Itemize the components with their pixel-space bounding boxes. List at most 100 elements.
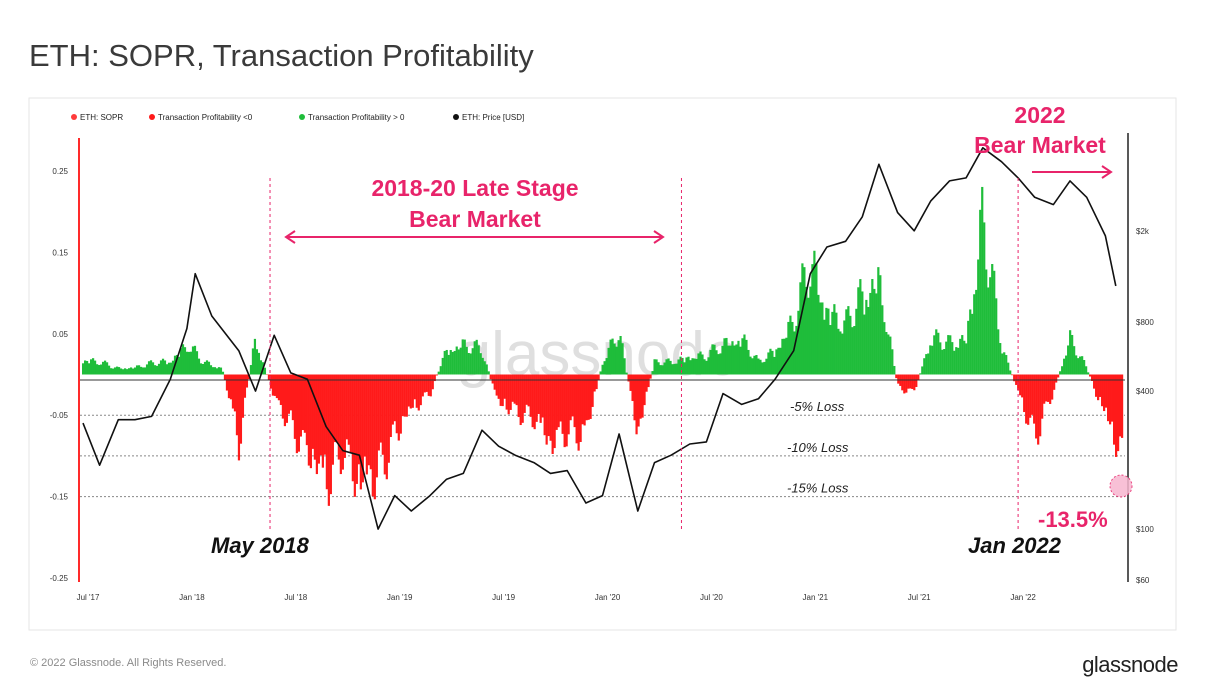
profitability-bar xyxy=(969,309,972,375)
profitability-bar xyxy=(251,348,255,375)
profitability-bar xyxy=(519,374,522,426)
profitability-bar xyxy=(585,374,588,421)
profitability-bar xyxy=(335,374,338,443)
profitability-bar xyxy=(485,364,488,375)
profitability-bar xyxy=(589,374,592,419)
profitability-bar xyxy=(1037,374,1040,445)
profitability-bar xyxy=(655,359,658,375)
profitability-bar xyxy=(369,374,372,470)
profitability-bar xyxy=(605,358,608,375)
profitability-bar xyxy=(1009,370,1012,375)
profitability-bar xyxy=(737,340,740,375)
profitability-bar xyxy=(197,358,201,375)
current-value-marker xyxy=(1109,474,1133,498)
profitability-bar xyxy=(331,374,334,465)
profitability-bar xyxy=(533,374,536,430)
profitability-bar xyxy=(1029,374,1032,418)
profitability-bar xyxy=(929,345,932,375)
profitability-bar xyxy=(291,374,294,421)
profitability-bar xyxy=(1039,374,1042,437)
profitability-bar xyxy=(545,374,548,445)
profitability-bar xyxy=(397,374,400,441)
profitability-bar xyxy=(749,356,752,375)
profitability-bar xyxy=(809,286,812,375)
reference-label-2: -15% Loss xyxy=(787,481,849,496)
profitability-bar xyxy=(967,320,970,375)
profitability-bar xyxy=(689,360,692,375)
profitability-bar xyxy=(423,374,426,393)
profitability-bar xyxy=(221,371,225,375)
profitability-bar xyxy=(785,337,788,375)
profitability-bar xyxy=(773,356,776,375)
profitability-bar xyxy=(883,322,886,375)
profitability-bar xyxy=(455,346,458,375)
profitability-bar xyxy=(901,374,904,391)
profitability-bar xyxy=(757,358,760,375)
profitability-bar xyxy=(311,374,314,449)
profitability-bar xyxy=(983,222,986,375)
profitability-bar xyxy=(151,362,155,375)
profitability-bar xyxy=(233,374,237,412)
profitability-bar xyxy=(991,264,994,375)
profitability-bar xyxy=(1057,374,1060,378)
profitability-bar xyxy=(287,374,291,414)
profitability-bar xyxy=(965,343,968,375)
y-left-tick: 0.05 xyxy=(52,330,68,339)
profitability-bar xyxy=(833,304,836,375)
profitability-bar xyxy=(985,269,988,375)
profitability-bar xyxy=(1067,345,1070,375)
profitability-bar xyxy=(535,374,538,422)
profitability-bar xyxy=(381,374,384,455)
profitability-bar xyxy=(919,373,922,375)
profitability-bar xyxy=(259,360,263,375)
profitability-bar xyxy=(1075,355,1078,375)
profitability-bar xyxy=(487,371,490,375)
profitability-bar xyxy=(707,357,710,375)
reference-label-1: -10% Loss xyxy=(787,440,849,455)
profitability-bar xyxy=(703,359,706,375)
profitability-bar xyxy=(489,374,492,380)
profitability-bar xyxy=(93,360,97,375)
profitability-bar xyxy=(263,367,267,375)
profitability-bar xyxy=(367,374,370,466)
profitability-bar xyxy=(973,294,976,375)
profitability-bar xyxy=(851,327,854,375)
profitability-bar xyxy=(647,374,650,388)
profitability-bar xyxy=(733,345,736,375)
profitability-bar xyxy=(631,374,634,402)
profitability-bar xyxy=(211,367,215,375)
profitability-bar xyxy=(903,374,906,394)
profitability-bar xyxy=(449,350,452,375)
profitability-bar xyxy=(237,374,241,461)
profitability-bar xyxy=(457,349,460,375)
price-line xyxy=(82,147,1117,530)
profitability-bar xyxy=(443,350,446,375)
profitability-bar xyxy=(491,374,494,384)
profitability-bar xyxy=(599,371,602,375)
profitability-bar xyxy=(435,374,438,376)
profitability-bar xyxy=(671,364,674,375)
profitability-bar xyxy=(937,332,940,375)
profitability-bar xyxy=(111,368,115,375)
profitability-bar xyxy=(91,358,95,375)
profitability-bar xyxy=(493,374,496,390)
profitability-bar xyxy=(987,287,990,375)
profitability-bar xyxy=(225,374,229,391)
profitability-bar xyxy=(1113,374,1116,445)
profitability-bar xyxy=(355,374,358,484)
profitability-bar xyxy=(799,282,802,375)
profitability-bar xyxy=(133,367,137,375)
profitability-bar xyxy=(371,374,374,497)
profitability-bar xyxy=(591,374,594,407)
profitability-bar xyxy=(619,335,622,375)
profitability-bar xyxy=(817,294,820,375)
late-bear-label-line2: Bear Market xyxy=(409,206,541,232)
profitability-bar xyxy=(157,363,161,375)
legend-dot-1 xyxy=(149,114,155,120)
profitability-bar xyxy=(623,358,626,375)
profitability-bar xyxy=(837,328,840,375)
profitability-bar xyxy=(341,374,344,470)
profitability-bar xyxy=(793,331,796,375)
profitability-bar xyxy=(243,374,247,398)
profitability-bar xyxy=(337,374,340,460)
